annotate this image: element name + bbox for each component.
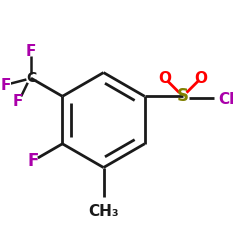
Text: S: S — [177, 87, 189, 105]
Text: F: F — [26, 44, 36, 59]
Text: O: O — [159, 71, 172, 86]
Text: C: C — [26, 71, 36, 85]
Text: Cl: Cl — [218, 92, 235, 107]
Text: O: O — [194, 71, 207, 86]
Text: F: F — [0, 78, 11, 92]
Text: F: F — [27, 152, 38, 170]
Text: CH₃: CH₃ — [88, 204, 119, 220]
Text: F: F — [13, 94, 23, 108]
